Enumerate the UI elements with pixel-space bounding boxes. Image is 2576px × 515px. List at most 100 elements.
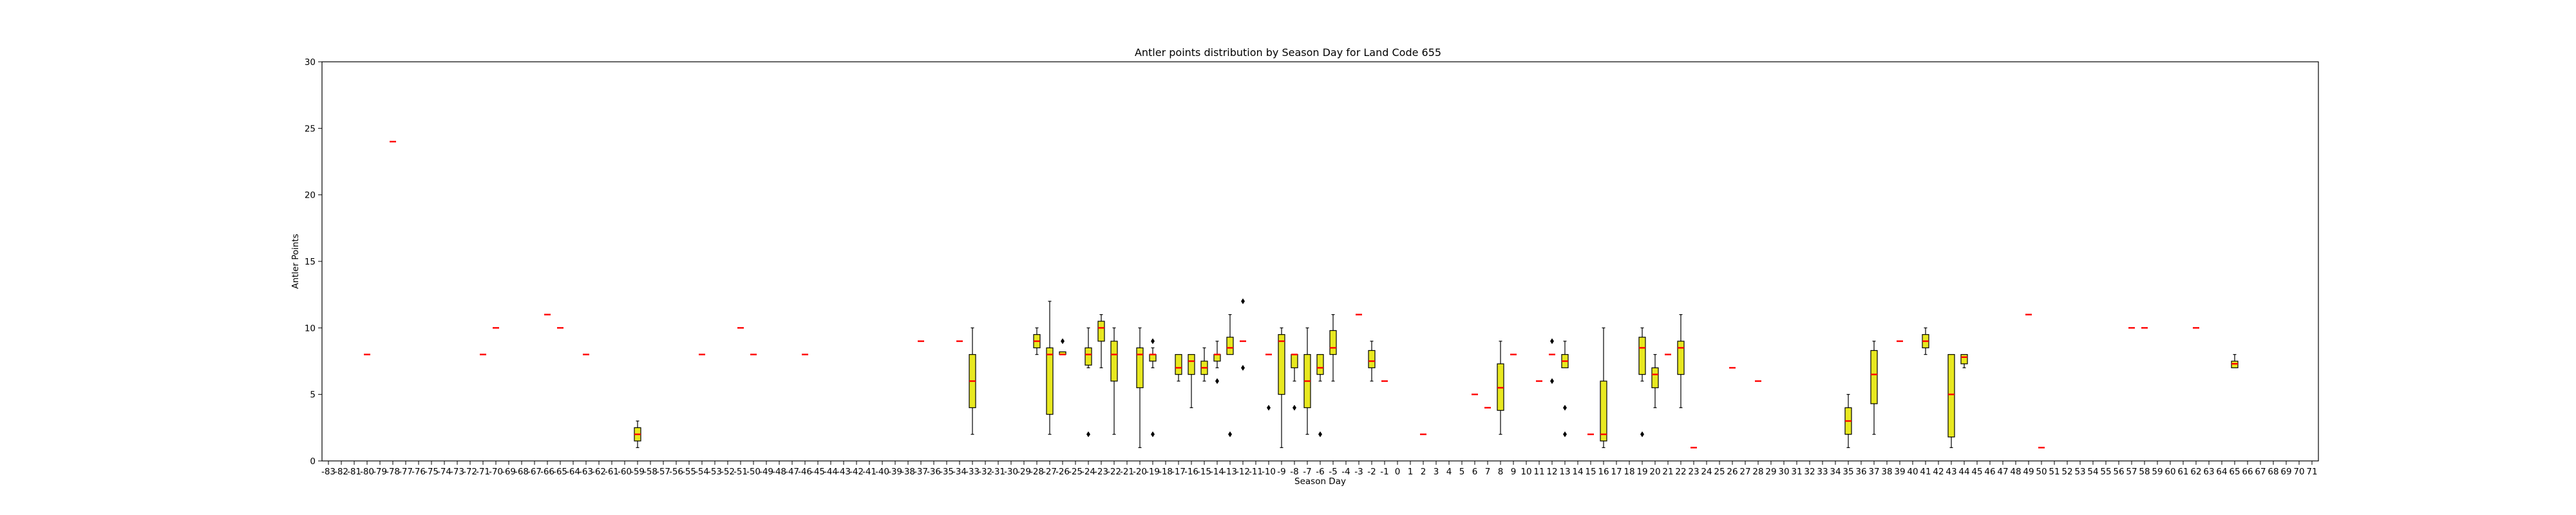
chart-title: Antler points distribution by Season Day… [1135, 46, 1441, 59]
x-tick-label: 17 [1611, 467, 1622, 477]
x-tick-label: 60 [2164, 467, 2175, 477]
box [1278, 334, 1285, 395]
x-tick-label: -78 [386, 467, 400, 477]
box-group [1316, 354, 1324, 438]
x-tick-label: -38 [901, 467, 915, 477]
x-tick-label: -1 [1380, 467, 1388, 477]
x-tick-label: -54 [695, 467, 709, 477]
x-tick-label: 19 [1636, 467, 1647, 477]
x-tick-label: -23 [1094, 467, 1108, 477]
flier-point [1550, 378, 1554, 384]
x-tick-label: -4 [1341, 467, 1350, 477]
box [1677, 341, 1685, 375]
x-tick-label: 40 [1907, 467, 1918, 477]
x-tick-label: 49 [2023, 467, 2034, 477]
x-tick-label: -48 [772, 467, 786, 477]
box-group [2231, 354, 2239, 368]
x-tick-label: 41 [1920, 467, 1931, 477]
x-tick-label: 66 [2242, 467, 2253, 477]
flier-point [1086, 431, 1090, 438]
x-tick-label: -15 [1197, 467, 1211, 477]
box-group [1175, 354, 1182, 382]
x-tick-label: 2 [1421, 467, 1426, 477]
box-group [1265, 353, 1272, 411]
box-group [1497, 341, 1504, 435]
x-tick-label: 58 [2139, 467, 2150, 477]
x-tick-label: -40 [875, 467, 889, 477]
x-tick-label: 70 [2293, 467, 2304, 477]
x-tick-label: 11 [1533, 467, 1544, 477]
y-tick-label: 30 [305, 57, 316, 68]
box-group [1200, 347, 1208, 382]
x-tick-label: 15 [1585, 467, 1596, 477]
x-tick-label: -20 [1133, 467, 1147, 477]
x-tick-label: 3 [1434, 467, 1439, 477]
box [1213, 354, 1221, 362]
x-tick-label: 20 [1649, 467, 1660, 477]
x-tick-label: -66 [540, 467, 554, 477]
x-tick-label: 4 [1446, 467, 1452, 477]
x-tick-label: 33 [1817, 467, 1828, 477]
x-tick-label: 53 [2074, 467, 2085, 477]
box-group [1097, 314, 1105, 368]
x-tick-label: -32 [978, 467, 992, 477]
box-group [1046, 301, 1054, 435]
x-tick-label: -12 [1236, 467, 1250, 477]
x-tick-label: 12 [1546, 467, 1557, 477]
x-tick-label: 71 [2306, 467, 2317, 477]
x-tick-label: 67 [2255, 467, 2266, 477]
x-tick-label: -58 [643, 467, 658, 477]
box-group [1651, 354, 1659, 408]
x-tick-label: -10 [1262, 467, 1276, 477]
x-tick-label: 28 [1752, 467, 1763, 477]
x-tick-label: -80 [360, 467, 374, 477]
x-tick-label: 63 [2203, 467, 2214, 477]
box-group [1844, 394, 1852, 448]
x-tick-label: -51 [734, 467, 748, 477]
x-tick-label: 37 [1868, 467, 1879, 477]
flier-point [1318, 431, 1322, 438]
x-tick-label: -79 [373, 467, 387, 477]
x-tick-label: 62 [2190, 467, 2201, 477]
x-tick-label: -60 [618, 467, 632, 477]
x-tick-label: 26 [1727, 467, 1738, 477]
x-tick-label: -46 [798, 467, 812, 477]
x-tick-label: -52 [721, 467, 735, 477]
x-tick-label: 45 [1971, 467, 1982, 477]
x-tick-label: -7 [1303, 467, 1311, 477]
flier-point [1267, 404, 1271, 411]
x-tick-label: -57 [656, 467, 670, 477]
flier-point [1241, 364, 1245, 371]
x-tick-label: 64 [2216, 467, 2227, 477]
box [1368, 350, 1376, 368]
x-tick-label: 30 [1778, 467, 1789, 477]
x-tick-label: -11 [1249, 467, 1263, 477]
x-tick-label: -56 [669, 467, 683, 477]
x-tick-label: 9 [1511, 467, 1517, 477]
box-group [1084, 327, 1092, 438]
box [1651, 367, 1659, 388]
box-group [1059, 338, 1066, 355]
x-tick-label: 21 [1662, 467, 1673, 477]
x-tick-label: 69 [2280, 467, 2291, 477]
y-tick-label: 25 [305, 124, 316, 134]
box-group [1278, 327, 1285, 448]
box [1136, 347, 1144, 388]
box-group [1638, 327, 1646, 438]
x-tick-label: -18 [1159, 467, 1173, 477]
x-tick-label: 59 [2152, 467, 2163, 477]
x-tick-label: -17 [1171, 467, 1186, 477]
y-axis-label: Antler Points [290, 234, 301, 289]
x-tick-label: -22 [1107, 467, 1121, 477]
x-tick-label: -30 [1004, 467, 1018, 477]
box-group [634, 420, 641, 448]
x-tick-label: 7 [1485, 467, 1491, 477]
x-tick-label: 46 [1984, 467, 1995, 477]
x-tick-label: -2 [1367, 467, 1376, 477]
box [1291, 354, 1298, 368]
box-group [1188, 354, 1195, 408]
x-tick-label: -9 [1277, 467, 1285, 477]
box-group [1960, 354, 1968, 368]
y-tick-label: 20 [305, 191, 316, 201]
